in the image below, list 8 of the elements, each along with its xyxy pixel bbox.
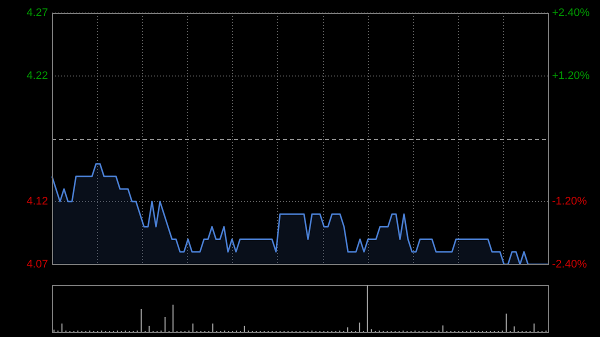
y2-tick-label: +2.40% (552, 7, 590, 20)
y-tick-label: 4.12 (26, 196, 48, 208)
y2-tick-label: +1.20% (552, 70, 590, 82)
y-tick-label: 4.27 (26, 7, 48, 20)
y2-tick-label: -2.40% (552, 258, 588, 270)
y2-tick-label: -1.20% (552, 196, 588, 208)
y-tick-label: 4.22 (26, 70, 48, 82)
y-tick-label: 4.07 (26, 258, 48, 270)
